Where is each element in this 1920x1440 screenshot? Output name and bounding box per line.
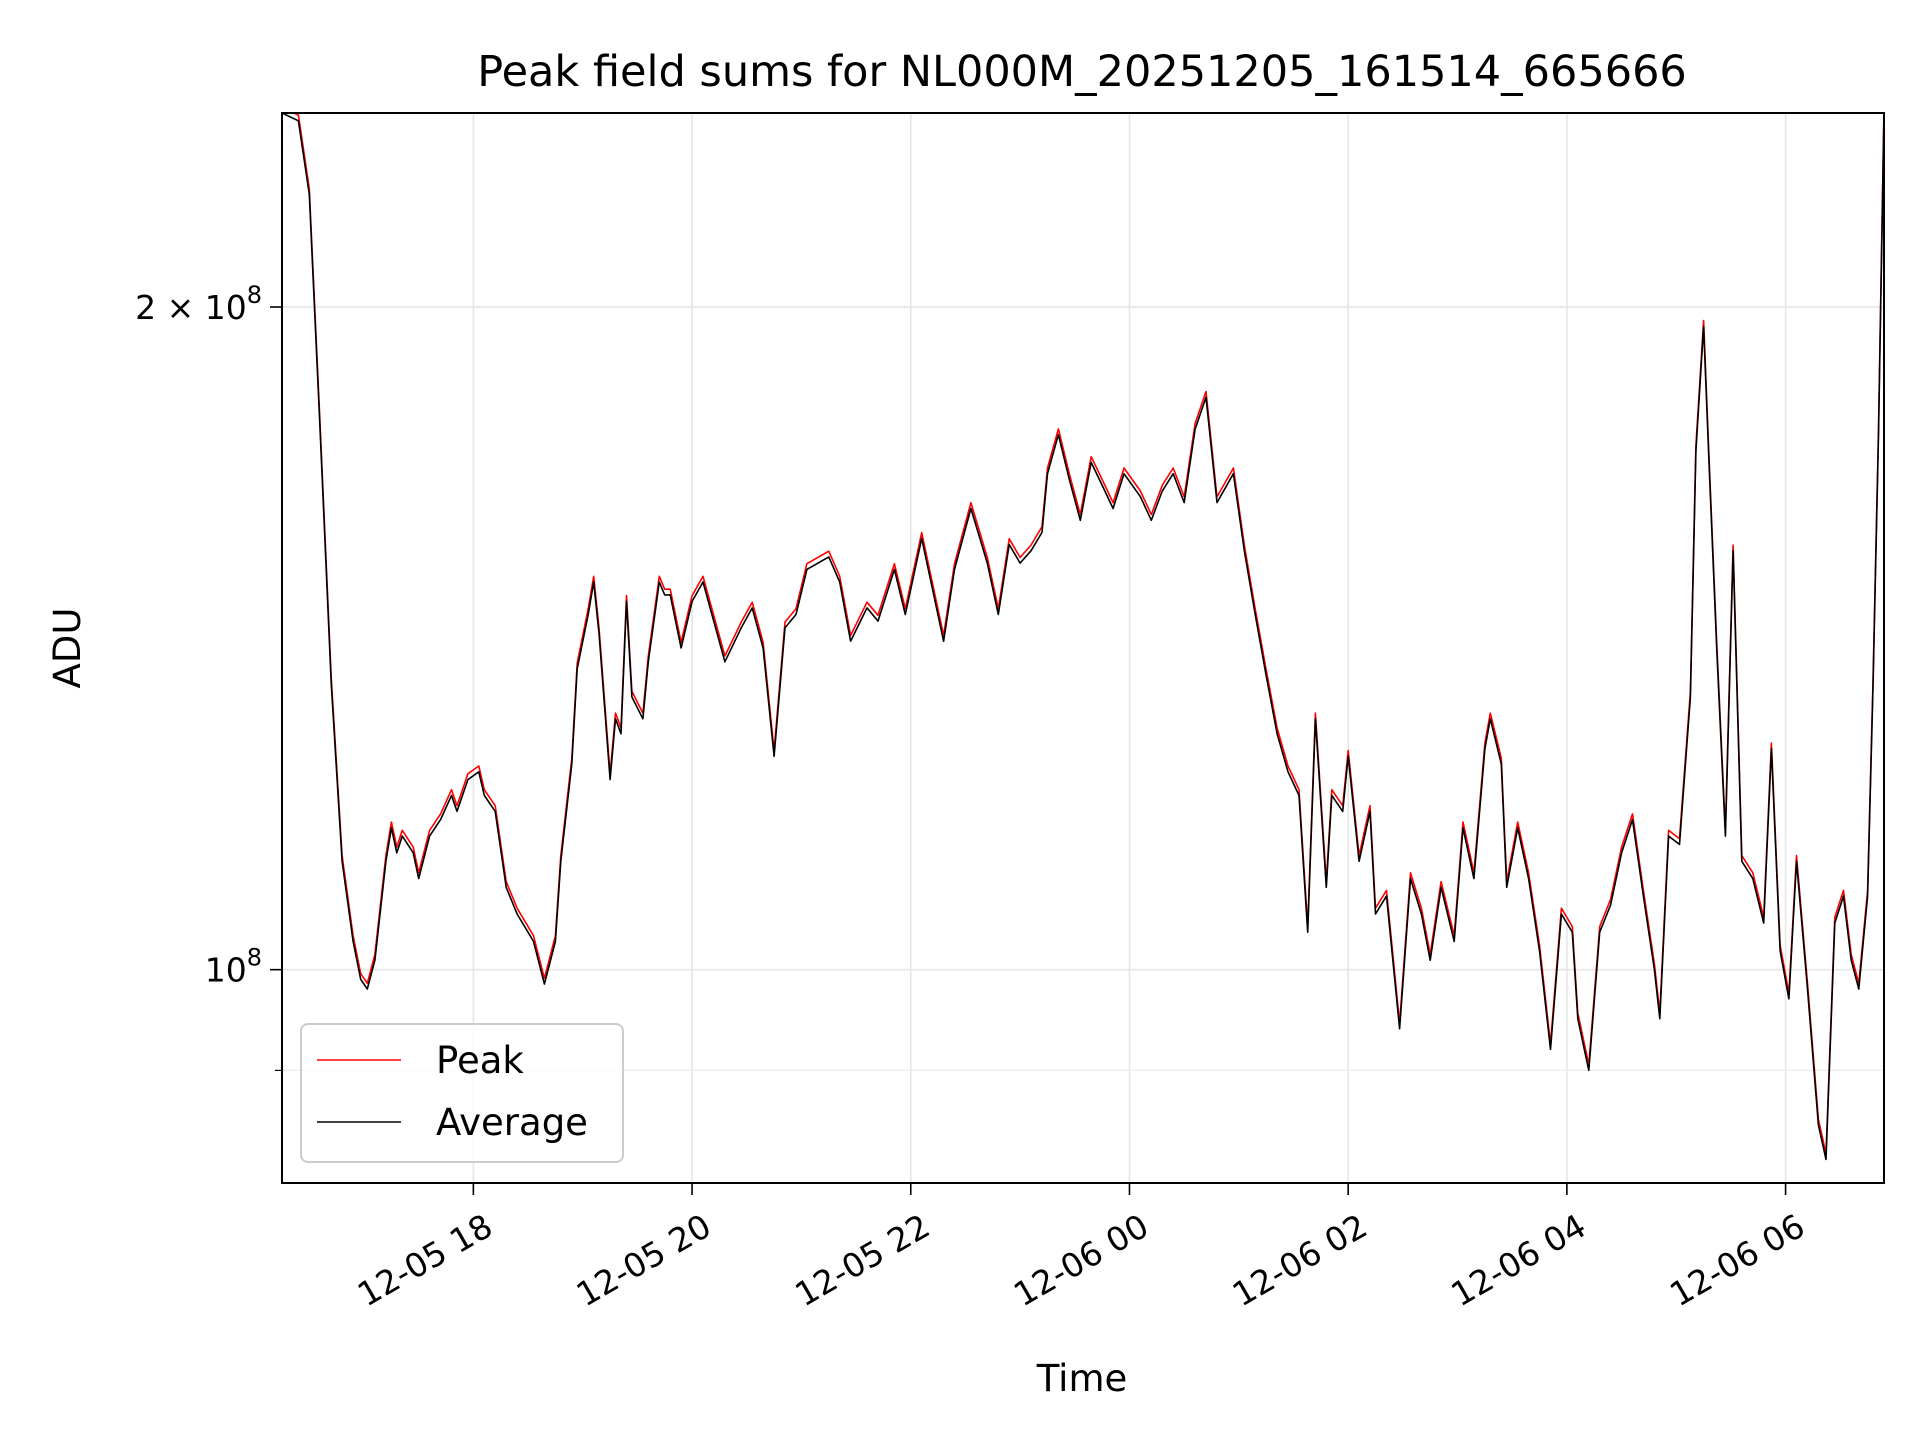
- chart-canvas: Peak field sums for NL000M_20251205_1615…: [0, 0, 1920, 1440]
- x-axis-label: Time: [1036, 1357, 1128, 1400]
- y-tick-label-exponent: 8: [247, 944, 262, 972]
- y-axis-label: ADU: [46, 608, 89, 689]
- legend-average-label: Average: [436, 1101, 588, 1144]
- y-tick-label-exponent: 8: [247, 281, 262, 309]
- legend-peak-label: Peak: [436, 1039, 524, 1082]
- y-tick-label-base: 2 × 10: [135, 288, 247, 327]
- chart-title: Peak field sums for NL000M_20251205_1615…: [477, 47, 1687, 97]
- legend: Peak Average: [301, 1024, 623, 1162]
- figure-background: [0, 0, 1920, 1440]
- y-tick-label-base: 10: [205, 951, 247, 990]
- y-tick-label: 2 × 108: [135, 281, 262, 327]
